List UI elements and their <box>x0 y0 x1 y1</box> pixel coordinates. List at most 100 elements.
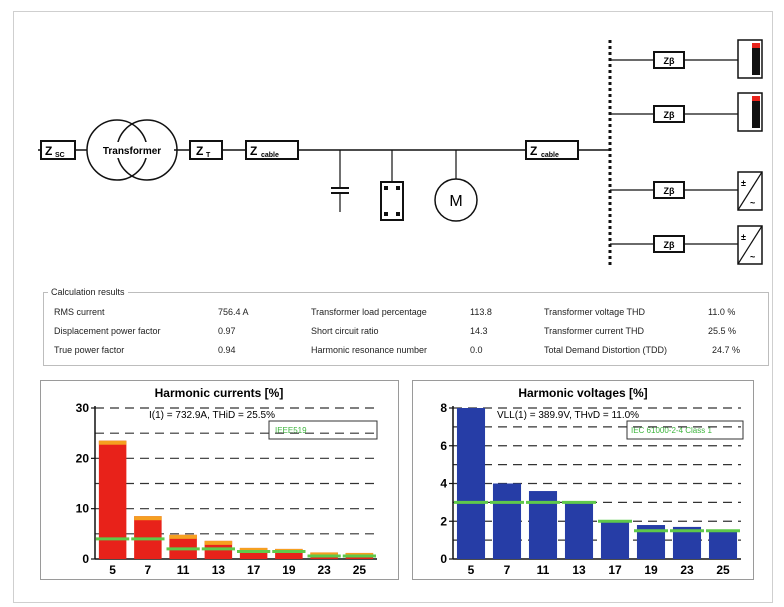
x-tick-label: 7 <box>145 563 152 577</box>
zcable2-label: Z <box>530 144 537 158</box>
x-tick-label: 19 <box>282 563 296 577</box>
standard-legend-label: IEC 61000-2-4 Class 1 <box>631 426 712 435</box>
harmonic-currents-plot: Harmonic currents [%] I(1) = 732.9A, THi… <box>76 386 378 577</box>
calc-label: Transformer voltage THD <box>544 307 646 317</box>
svg-text:~: ~ <box>750 252 755 262</box>
chart-subtitle: I(1) = 732.9A, THiD = 25.5% <box>149 410 275 421</box>
zcable-box-2[interactable]: Z cable <box>525 140 579 160</box>
transformer-symbol[interactable]: Transformer <box>86 119 178 181</box>
branch-4[interactable]: Zβ ± ~ <box>610 225 763 265</box>
x-tick-label: 5 <box>468 563 475 577</box>
zsc-box[interactable]: Z SC <box>40 140 76 160</box>
zt-label: Z <box>196 144 203 158</box>
harmonic-voltages-chart[interactable]: Harmonic voltages [%] VLL(1) = 389.9V, T… <box>412 380 754 580</box>
harmonic-currents-chart[interactable]: Harmonic currents [%] I(1) = 732.9A, THi… <box>40 380 399 580</box>
bar-17 <box>600 521 630 559</box>
capacitor-symbol[interactable] <box>331 150 349 212</box>
x-tick-label: 19 <box>644 563 658 577</box>
y-tick-label: 2 <box>440 514 447 528</box>
calc-label: Short circuit ratio <box>311 326 379 336</box>
bar-13 <box>564 502 594 559</box>
zcable1-label: Z <box>250 144 257 158</box>
zt-sub: T <box>206 152 211 159</box>
bar-7 <box>492 483 522 559</box>
svg-text:±: ± <box>741 232 746 242</box>
zcable2-sub: cable <box>541 152 559 159</box>
calc-value: 113.8 <box>470 307 492 317</box>
chart-title: Harmonic currents [%] <box>155 386 284 400</box>
bar-top-11 <box>169 534 197 539</box>
standard-legend-box <box>626 420 744 440</box>
calc-label: Total Demand Distortion (TDD) <box>544 345 668 355</box>
transformer-label: Transformer <box>103 146 161 157</box>
calc-label: RMS current <box>54 307 105 317</box>
zcable-box-1[interactable]: Z cable <box>245 140 299 160</box>
x-tick-label: 13 <box>212 563 226 577</box>
x-tick-label: 17 <box>247 563 261 577</box>
calc-label: Transformer current THD <box>544 326 645 336</box>
bar-top-23 <box>310 552 338 557</box>
calc-label: Transformer load percentage <box>311 307 427 317</box>
svg-text:±: ± <box>741 178 746 188</box>
x-tick-label: 11 <box>537 563 550 577</box>
x-tick-label: 7 <box>504 563 511 577</box>
x-tick-label: 25 <box>716 563 730 577</box>
x-tick-label: 13 <box>572 563 586 577</box>
y-tick-label: 0 <box>82 552 89 566</box>
x-tick-label: 5 <box>109 563 116 577</box>
x-tick-label: 23 <box>317 563 331 577</box>
calc-value: 25.5 % <box>708 326 737 336</box>
bar-5 <box>456 408 486 559</box>
motor-symbol[interactable]: M <box>434 150 478 222</box>
bar-top-17 <box>239 547 268 552</box>
chart-title: Harmonic voltages [%] <box>518 386 647 400</box>
calc-value: 0.0 <box>470 345 483 355</box>
calc-value: 11.0 % <box>708 307 736 317</box>
standard-legend-label: IEEE519 <box>275 426 307 435</box>
calc-label: Harmonic resonance number <box>311 345 428 355</box>
bar-top-5 <box>98 440 127 445</box>
y-tick-label: 0 <box>440 552 447 566</box>
y-tick-label: 20 <box>76 451 90 465</box>
bar-25 <box>708 530 738 559</box>
calculation-results-title: Calculation results <box>48 287 128 297</box>
x-tick-label: 23 <box>680 563 694 577</box>
motor-label: M <box>449 193 462 210</box>
calc-value: 24.7 % <box>712 345 741 355</box>
y-tick-label: 8 <box>440 401 447 415</box>
x-tick-label: 17 <box>608 563 622 577</box>
bar-top-13 <box>204 540 233 545</box>
chart-subtitle: VLL(1) = 389.9V, THvD = 11.0% <box>497 410 639 421</box>
calc-label: True power factor <box>54 345 125 355</box>
calc-value: 0.94 <box>218 345 236 355</box>
calc-value: 14.3 <box>470 326 488 336</box>
x-tick-label: 25 <box>353 563 367 577</box>
branch-2-label: Zβ <box>664 110 675 120</box>
svg-text:~: ~ <box>750 198 755 208</box>
y-tick-label: 30 <box>76 401 90 415</box>
calc-value: 756.4 A <box>218 307 249 317</box>
bar-17 <box>239 547 268 559</box>
zsc-label: Z <box>45 144 52 158</box>
calc-value: 0.97 <box>218 326 236 336</box>
filter-symbol[interactable] <box>380 150 404 221</box>
x-tick-label: 11 <box>177 563 190 577</box>
bar-11 <box>169 534 197 559</box>
bar-top-7 <box>134 516 162 521</box>
calculation-results-panel <box>43 292 769 366</box>
bar-5 <box>98 440 127 559</box>
branch-3[interactable]: Zβ ± ~ <box>610 171 763 211</box>
branch-1-label: Zβ <box>664 56 675 66</box>
branch-3-label: Zβ <box>664 186 675 196</box>
standard-legend-box <box>268 420 378 440</box>
y-tick-label: 6 <box>440 439 447 453</box>
calc-label: Displacement power factor <box>54 326 161 336</box>
bar-23 <box>672 526 702 559</box>
branch-1[interactable]: Zβ <box>610 39 763 79</box>
zsc-sub: SC <box>55 152 65 159</box>
bar-19 <box>275 548 303 559</box>
y-tick-label: 10 <box>76 502 90 516</box>
branch-2[interactable]: Zβ <box>610 92 763 132</box>
zt-box[interactable]: Z T <box>189 140 223 160</box>
branch-4-label: Zβ <box>664 240 675 250</box>
